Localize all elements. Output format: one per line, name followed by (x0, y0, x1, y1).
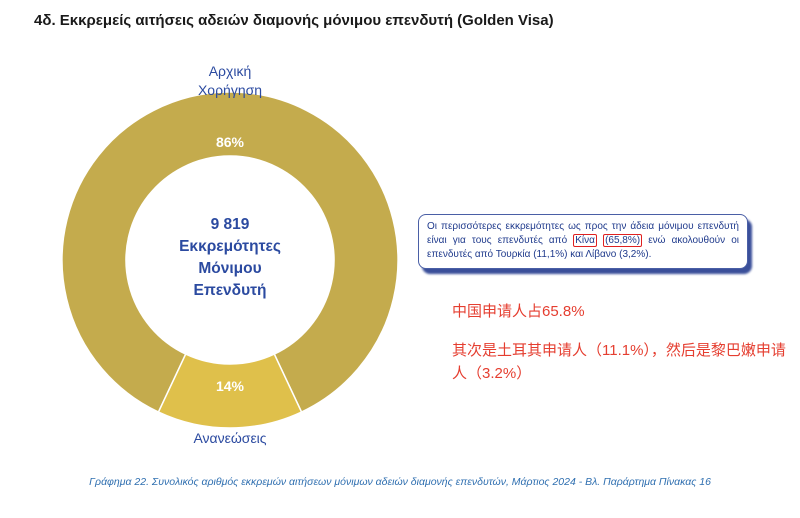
data-label-renewals: 14% (215, 378, 245, 394)
slice-initial (61, 91, 399, 414)
cn-annotation-line1: 中国申请人占65.8% (452, 303, 585, 320)
center-total: 9 819 (210, 216, 250, 233)
segment-label-renewals: Ανανεώσεις (193, 430, 267, 446)
center-line4: Επενδυτή (193, 282, 267, 299)
slice-renewals (157, 353, 303, 429)
cn-annotation-line2: 其次是土耳其申请人（11.1%），然后是黎巴嫩申请人（3.2%） (452, 342, 786, 382)
info-text-part1: Οι περισσότερες εκκρεμότητες ως προς την… (427, 221, 739, 246)
segment-label-initial: Αρχική Χορήγηση (160, 62, 300, 100)
data-label-initial: 86% (215, 134, 245, 150)
figure-caption: Γράφημα 22. Συνολικός αριθμός εκκρεμών α… (89, 476, 711, 488)
segment-label-initial-line2: Χορήγηση (197, 82, 263, 98)
info-text-part2: ενώ ακολουθούν οι επενδυτές από Τουρκία … (427, 235, 740, 260)
segment-label-initial-line1: Αρχική (208, 63, 252, 79)
highlight-china-pct: (65,8%) (603, 234, 643, 247)
page-title: 4δ. Εκκρεμείς αιτήσεις αδειών διαμονής μ… (34, 12, 554, 29)
info-callout: Οι περισσότερες εκκρεμότητες ως προς την… (418, 214, 748, 269)
donut-center-label: 9 819 Εκκρεμότητες Μόνιμου Επενδυτή (150, 214, 310, 302)
center-line3: Μόνιμου (198, 260, 262, 277)
highlight-china: Κίνα (573, 234, 597, 247)
center-line2: Εκκρεμότητες (179, 238, 281, 255)
